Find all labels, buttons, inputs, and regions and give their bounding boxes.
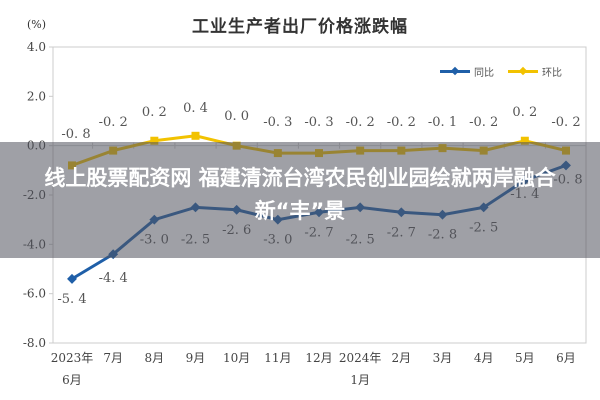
- mom-data-label: -0. 2: [551, 115, 580, 130]
- x-tick-label: 9月: [186, 351, 206, 365]
- y-tick-label: 2.0: [27, 89, 46, 103]
- y-axis-unit: (%): [27, 18, 47, 31]
- mom-marker: [520, 136, 529, 145]
- chart-title: 工业生产者出厂价格涨跌幅: [192, 17, 408, 37]
- mom-data-label: -0. 2: [346, 115, 375, 130]
- mom-data-label: -0. 3: [263, 115, 292, 130]
- mom-marker: [150, 136, 159, 145]
- x-tick-label: 8月: [145, 351, 165, 365]
- yoy-data-label: -5. 4: [57, 292, 86, 307]
- y-tick-label: 4.0: [27, 40, 46, 54]
- y-tick-label: -8.0: [23, 336, 46, 350]
- headline-overlay-band: [0, 142, 600, 258]
- legend-yoy-label: 同比: [474, 68, 494, 79]
- x-tick-label: 6月: [62, 373, 82, 387]
- mom-data-label: 0. 2: [142, 105, 167, 120]
- y-tick-label: -6.0: [23, 287, 46, 301]
- x-tick-label: 11月: [264, 351, 291, 365]
- mom-data-label: -0. 2: [469, 115, 498, 130]
- mom-data-label: -0. 2: [387, 115, 416, 130]
- legend: 同比 环比: [440, 64, 562, 79]
- x-tick-label: 4月: [474, 351, 494, 365]
- x-tick-label: 2023年: [51, 351, 94, 365]
- mom-data-label: 0. 0: [224, 109, 249, 124]
- headline-overlay-text[interactable]: 线上股票配资网 福建清流台湾农民创业园绘就两岸融合新“丰”景: [44, 166, 556, 223]
- mom-data-label: 0. 4: [183, 101, 208, 116]
- legend-mom-label: 环比: [542, 68, 562, 79]
- mom-data-label: -0. 8: [61, 127, 90, 142]
- x-tick-label: 3月: [433, 351, 453, 365]
- mom-data-label: -0. 3: [304, 115, 333, 130]
- x-tick-label: 2月: [392, 351, 412, 365]
- mom-data-label: 0. 2: [512, 105, 537, 120]
- x-tick-label: 6月: [556, 351, 576, 365]
- x-tick-label: 5月: [515, 351, 535, 365]
- x-tick-label: 2024年: [339, 351, 382, 365]
- x-tick-label: 10月: [223, 351, 250, 365]
- yoy-data-label: -4. 4: [99, 271, 128, 286]
- x-tick-label: 12月: [305, 351, 332, 365]
- x-tick-label: 7月: [103, 351, 123, 365]
- mom-marker: [191, 131, 200, 140]
- x-tick-label: 1月: [350, 373, 370, 387]
- mom-data-label: -0. 2: [99, 115, 128, 130]
- legend-yoy-swatch: [440, 70, 470, 73]
- mom-data-label: -0. 1: [428, 115, 457, 130]
- legend-mom-swatch: [508, 70, 538, 73]
